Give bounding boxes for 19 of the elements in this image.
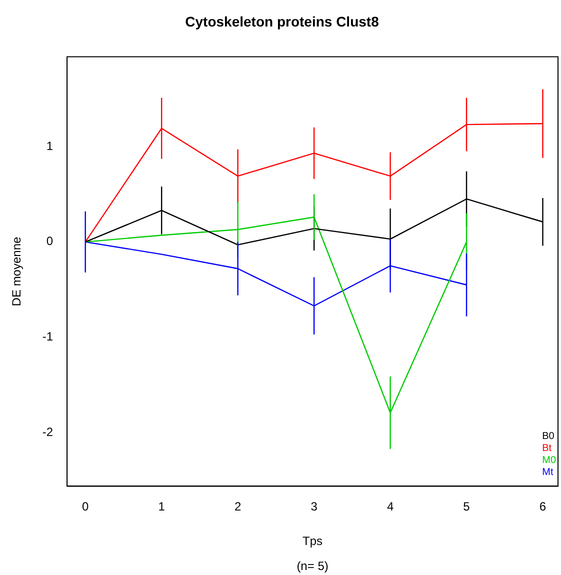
x-tick-label: 6 bbox=[539, 500, 546, 514]
x-tick-label: 3 bbox=[310, 500, 318, 514]
x-tick-label: 0 bbox=[82, 500, 90, 514]
y-tick-label: 0 bbox=[46, 234, 54, 248]
y-tick-label: 1 bbox=[46, 138, 54, 153]
text: Bt bbox=[542, 442, 552, 454]
x-tick-label: 2 bbox=[234, 500, 242, 514]
x-axis-title: Tps bbox=[302, 534, 323, 548]
chart-title: Cytoskeleton proteins Clust8 bbox=[185, 13, 380, 30]
x-tick-label: 1 bbox=[158, 500, 166, 514]
y-tick-label: -1 bbox=[42, 330, 54, 344]
text: Mt bbox=[542, 466, 554, 478]
y-tick-label: -2 bbox=[42, 425, 54, 440]
text: M0 bbox=[542, 454, 556, 466]
x-tick-label: 4 bbox=[386, 500, 394, 514]
x-tick-label: 5 bbox=[463, 500, 470, 514]
text: B0 bbox=[542, 430, 555, 442]
y-axis-title: DE moyenne bbox=[10, 236, 24, 306]
text: (n= 5) bbox=[296, 559, 328, 573]
